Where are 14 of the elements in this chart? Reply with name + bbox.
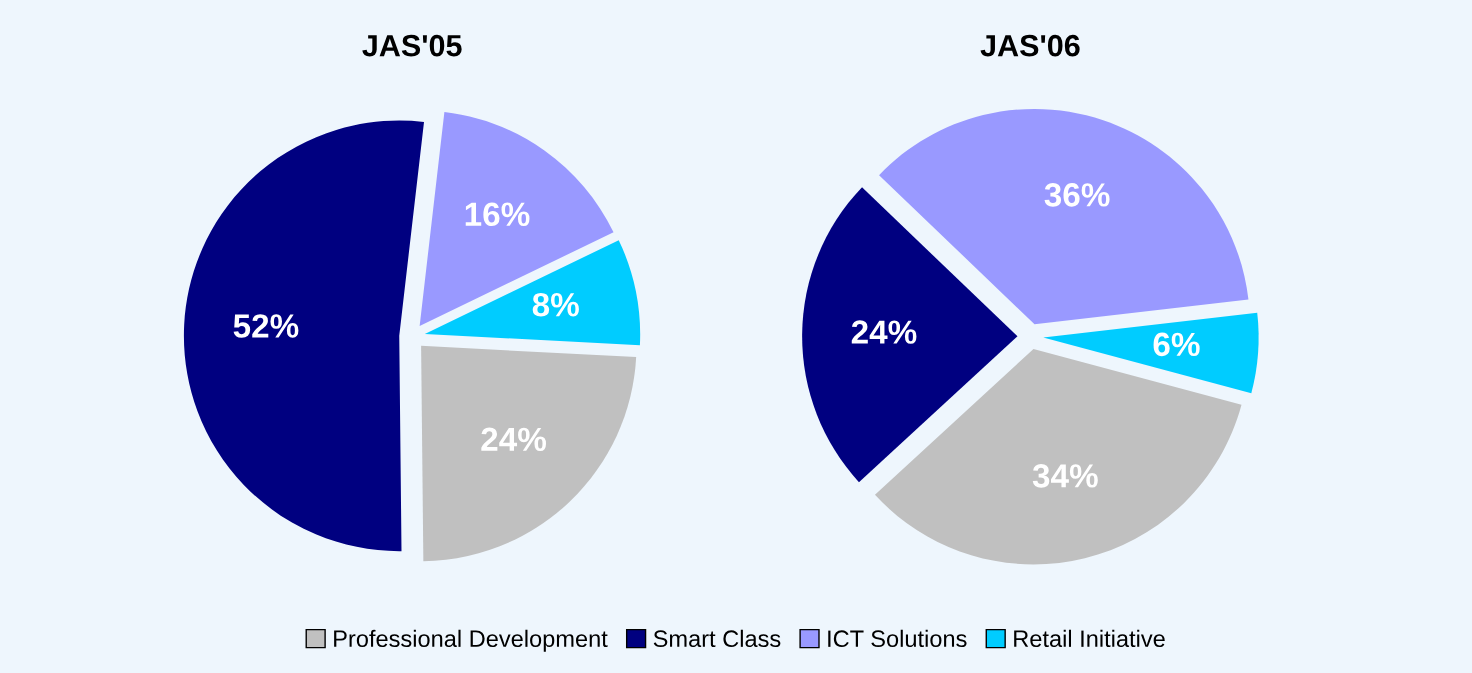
data-label: 52% <box>233 314 299 338</box>
data-label: 8% <box>532 292 579 317</box>
legend-label: Retail Initiative <box>1014 629 1165 648</box>
chart-title: JAS'05 <box>362 34 462 57</box>
data-label: 6% <box>1153 332 1200 357</box>
data-label: 34% <box>1032 464 1098 488</box>
legend-label: Professional Development <box>334 629 608 652</box>
legend-label: Smart Class <box>653 629 781 648</box>
legend-label: ICT Solutions <box>828 629 967 648</box>
chart-title: JAS'06 <box>980 34 1080 57</box>
data-label: 24% <box>851 320 917 344</box>
data-label: 24% <box>481 427 546 452</box>
data-label: 36% <box>1044 183 1110 207</box>
data-label: 16% <box>465 202 530 227</box>
